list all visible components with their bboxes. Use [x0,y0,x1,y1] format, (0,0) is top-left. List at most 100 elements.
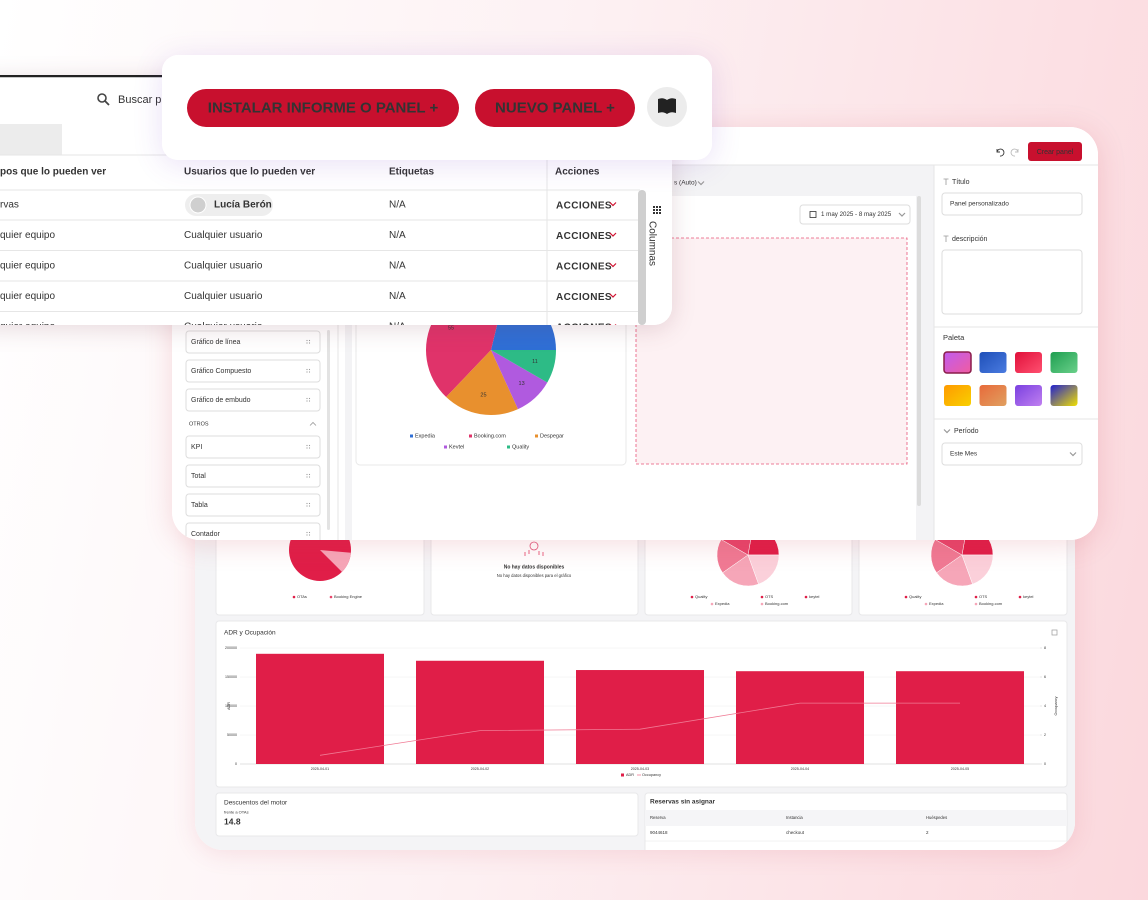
kpi-subtitle: frente a OTAs [224,810,249,815]
widget-item[interactable] [185,464,321,488]
field-label: Título [952,179,970,186]
legend-swatch [469,434,472,438]
legend-label: Expedia [715,601,730,606]
empty-text: No hay datos disponibles para el gráfico [497,573,572,578]
empty-icon [524,552,526,556]
install-button[interactable] [187,89,459,127]
field-label: Paleta [943,333,965,342]
legend-dot [804,595,808,599]
widget-label: KPI [191,444,202,451]
table-cell: Cualquier usuario [184,322,263,325]
scrollbar [327,330,330,530]
bar [416,660,544,764]
columns-tab[interactable]: Columnas [646,221,657,266]
pie-shape [722,554,759,587]
table-title: Reservas sin asignar [650,799,716,806]
chevron [609,263,617,268]
actions-menu: ACCIONES [556,201,612,212]
date-range: 1 may 2025 - 8 may 2025 [821,211,892,218]
legend-label: Booking.com [765,601,789,606]
search-icon [104,100,110,106]
new-panel-button[interactable] [475,89,635,127]
drag-handle [306,368,308,371]
tab [0,124,62,155]
column-header: pos que lo pueden ver [0,167,106,178]
user-name: Lucía Berón [214,200,272,211]
palette-swatch[interactable] [1050,385,1078,406]
palette-swatch[interactable] [979,385,1007,406]
drag-handle [308,505,311,507]
drag-handle [308,447,311,449]
y2-tick-label: 8 [1044,646,1046,650]
card-canvas: INSTALAR INFORME O PANEL + NUEVO PANEL + [162,55,712,160]
bar [736,671,864,764]
undo-icon [996,148,1005,157]
legend-dot [292,595,296,599]
avatar [189,196,207,214]
drag-handle [306,531,308,534]
book-icon [658,98,676,114]
y2-tick-label: 6 [1044,675,1046,679]
date-range-picker[interactable] [799,204,911,225]
columns-icon [656,212,658,214]
calendar-icon [809,211,817,218]
field-label: Período [954,428,979,435]
y-axis-title: ADR [227,702,231,710]
legend-dot [1018,595,1022,599]
legend-label: Booking Engine [334,594,363,599]
table-cell: 2 [926,830,929,835]
chevron [309,421,317,426]
kpi-title: Descuentos del motor [224,800,288,807]
chart-title: ADR y Ocupación [224,630,276,637]
search-input: Buscar p [118,94,161,106]
card-canvas: OTAs Booking Engine No hay datos disponibl… [195,500,1075,850]
palette-swatch[interactable] [979,352,1007,373]
column-header: Acciones [555,167,600,178]
table-cell: quier equipo [0,261,55,272]
widget-item[interactable] [185,522,321,540]
legend-label: ADR [626,773,634,777]
palette-swatch[interactable] [1015,352,1042,373]
palette-swatch[interactable] [943,351,972,374]
palette-swatch[interactable] [1015,385,1042,406]
table-cell: N/A [389,200,406,211]
view-select: s (Auto) [674,180,697,187]
chevron [943,429,951,434]
legend-label: Expedia [415,433,436,439]
drag-handle [308,473,311,476]
widget-label: Tabla [191,502,208,509]
description-input[interactable] [941,249,1083,315]
empty-icon [529,541,539,551]
palette-swatch[interactable] [1050,352,1078,373]
widget-item[interactable] [185,435,321,459]
export-icon[interactable] [1051,629,1058,636]
pie-slice [446,350,519,415]
legend-label: Booking.com [474,433,506,439]
drag-handle [306,342,308,344]
table-cell: N/A [389,291,406,302]
columns-icon [659,212,661,214]
period-select[interactable] [941,442,1083,466]
toolbar-card: INSTALAR INFORME O PANEL + NUEVO PANEL + [162,55,712,160]
drag-handle [306,534,308,536]
x-tick-label: 2025-04-05 [951,767,969,771]
column-header: Usuarios que lo pueden ver [184,167,315,178]
pie-slice [491,350,556,383]
legend-label: keytel [1023,594,1034,599]
widget-panel [215,792,639,837]
title-input[interactable] [941,192,1083,216]
palette-swatch[interactable] [944,385,971,406]
empty-icon [538,551,540,555]
widget-item[interactable] [185,330,321,354]
widget-item[interactable] [185,388,321,412]
widget-item[interactable] [185,493,321,517]
pie-shape [320,550,351,572]
widget-item[interactable] [185,359,321,383]
legend-label: OTS [979,594,988,599]
y-tick-label: 50000 [227,733,237,737]
drag-handle [308,502,311,505]
legend-dot [760,602,764,606]
table-cell: Cualquier usuario [184,261,263,272]
redo-icon [1010,148,1019,157]
create-panel-button[interactable] [1028,142,1082,161]
